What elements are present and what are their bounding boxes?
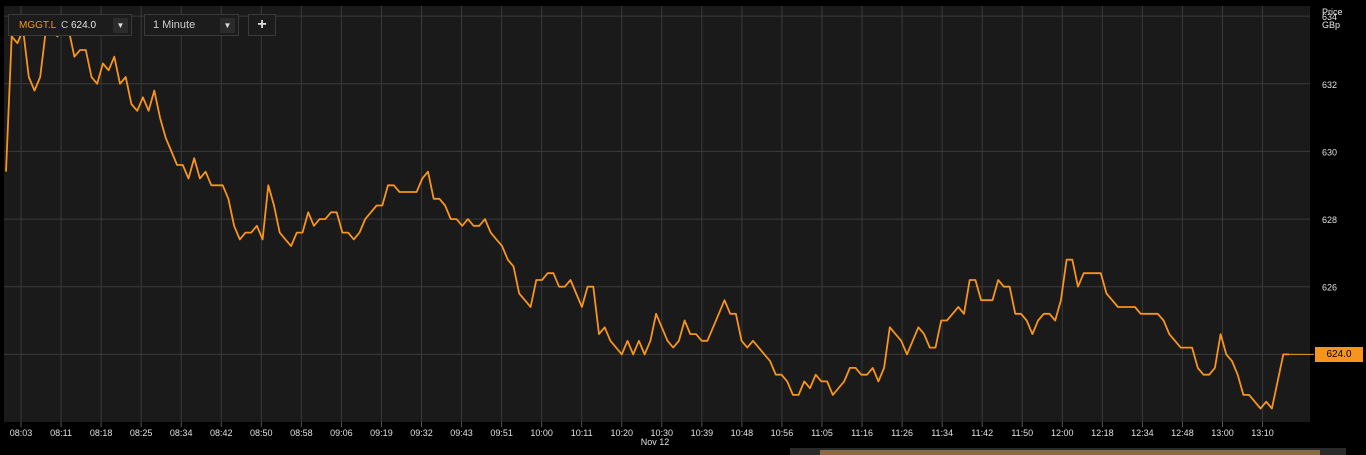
x-tick-label: 08:50 <box>250 428 273 438</box>
scrollbar-thumb[interactable] <box>820 450 1320 455</box>
x-tick-label: 08:18 <box>90 428 113 438</box>
x-tick-label: 08:34 <box>170 428 193 438</box>
price-series-line <box>5 21 1289 410</box>
x-tick-label: 13:00 <box>1211 428 1234 438</box>
close-value: 624.0 <box>71 20 97 31</box>
x-tick-label: 13:10 <box>1251 428 1274 438</box>
x-tick-label: 11:16 <box>851 428 873 438</box>
add-study-button[interactable]: + <box>248 14 276 36</box>
chevron-down-icon[interactable]: ▼ <box>220 18 235 33</box>
y-tick-label: 630 <box>1322 147 1337 157</box>
y-axis-title-line2: GBp <box>1322 20 1341 30</box>
x-tick-label: 11:34 <box>931 428 953 438</box>
x-tick-label: 10:20 <box>610 428 633 438</box>
x-tick-label: 10:30 <box>651 428 674 438</box>
y-axis-title: Price GBp <box>1322 6 1343 32</box>
y-axis-title-line1: Price <box>1322 7 1343 17</box>
interval-selector[interactable]: 1 Minute ▼ <box>144 14 239 36</box>
x-tick-label: 08:03 <box>10 428 33 438</box>
x-tick-label: 09:51 <box>490 428 513 438</box>
x-tick-label: 09:06 <box>330 428 353 438</box>
x-tick-label: 08:42 <box>210 428 233 438</box>
x-tick-label: 11:26 <box>891 428 913 438</box>
x-tick-label: 10:48 <box>731 428 754 438</box>
x-tick-label: 10:39 <box>691 428 714 438</box>
x-tick-label: 09:43 <box>450 428 473 438</box>
x-tick-label: 11:50 <box>1011 428 1033 438</box>
close-prefix: C <box>61 20 69 31</box>
x-tick-label: 10:56 <box>771 428 794 438</box>
x-tick-label: 08:58 <box>290 428 313 438</box>
x-tick-label: 12:00 <box>1051 428 1074 438</box>
x-tick-label: 10:00 <box>530 428 553 438</box>
x-tick-label: 12:18 <box>1091 428 1114 438</box>
y-tick-label: 626 <box>1322 283 1337 293</box>
x-tick-label: 11:42 <box>971 428 993 438</box>
x-tick-label: 11:05 <box>811 428 833 438</box>
x-tick-label: 09:32 <box>410 428 433 438</box>
symbol-label: MGGT.L <box>19 20 57 31</box>
last-price-label: 624.0 <box>1315 347 1363 362</box>
y-tick-label: 634 <box>1322 12 1337 22</box>
x-tick-label: 09:19 <box>370 428 393 438</box>
y-tick-label: 632 <box>1322 80 1337 90</box>
symbol-selector[interactable]: MGGT.L C 624.0 ▼ <box>8 14 132 36</box>
x-tick-label: 12:48 <box>1171 428 1194 438</box>
x-tick-label: 08:25 <box>130 428 153 438</box>
plus-icon: + <box>257 16 267 33</box>
interval-label: 1 Minute <box>153 19 196 31</box>
x-tick-label: 10:11 <box>571 428 593 438</box>
date-label: Nov 12 <box>640 437 670 447</box>
x-tick-label: 12:34 <box>1131 428 1154 438</box>
y-tick-label: 628 <box>1322 215 1337 225</box>
chevron-down-icon[interactable]: ▼ <box>113 18 128 33</box>
x-tick-label: 08:11 <box>50 428 72 438</box>
